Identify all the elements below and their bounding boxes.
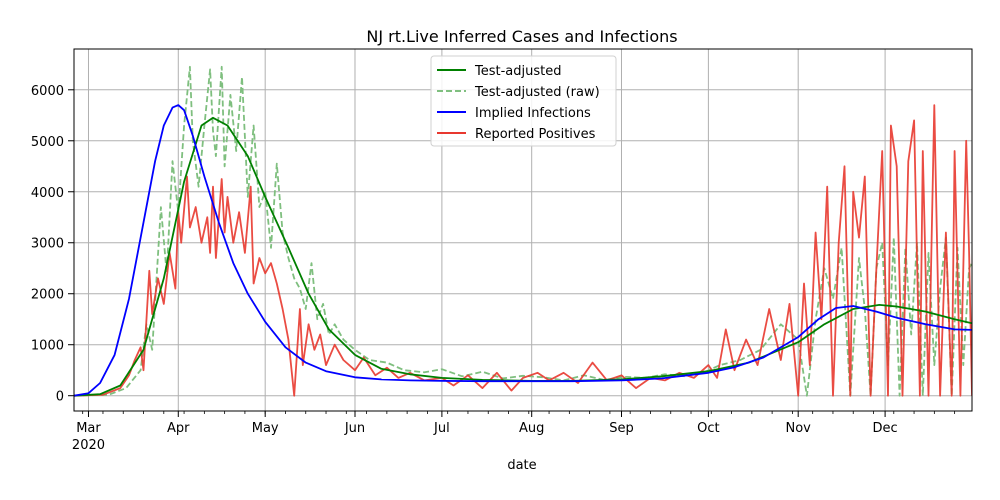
y-tick-label: 6000 — [31, 84, 64, 99]
legend-label: Implied Infections — [475, 106, 591, 121]
series-line-test-adjusted — [74, 116, 972, 397]
legend-label: Reported Positives — [475, 127, 596, 142]
x-tick-label: Dec — [873, 421, 898, 436]
x-axis-label: date — [507, 458, 536, 473]
x-tick-sublabel: 2020 — [72, 438, 105, 453]
legend-label: Test-adjusted — [474, 64, 561, 79]
y-tick-label: 1000 — [31, 339, 64, 354]
legend-label: Test-adjusted (raw) — [474, 85, 600, 100]
plot-frame — [73, 48, 973, 412]
plot-area — [74, 65, 972, 397]
y-tick-label: 5000 — [31, 135, 64, 150]
legend-box — [430, 55, 617, 147]
y-tick-label: 0 — [56, 390, 64, 405]
chart-title: NJ rt.Live Inferred Cases and Infections — [366, 27, 677, 46]
y-axis: 0 1000 2000 3000 4000 5000 6000 — [31, 84, 74, 405]
series-line-implied-infections — [74, 104, 972, 397]
legend: Test-adjusted Test-adjusted (raw) Implied … — [430, 55, 617, 147]
x-tick-label: May — [252, 421, 279, 436]
y-tick-label: 2000 — [31, 288, 64, 303]
y-tick-label: 4000 — [31, 186, 64, 201]
x-tick-label: Jun — [344, 421, 365, 436]
x-tick-label: Oct — [697, 421, 719, 436]
series-line-reported-positives — [74, 104, 972, 397]
x-tick-label: Mar — [76, 421, 101, 436]
x-tick-label: Aug — [519, 421, 544, 436]
x-tick-label: Jul — [433, 421, 450, 436]
x-tick-label: Sep — [609, 421, 634, 436]
x-tick-label: Apr — [167, 421, 190, 436]
y-tick-label: 3000 — [31, 237, 64, 252]
x-tick-label: Nov — [786, 421, 812, 436]
x-axis: Mar 2020 Apr May Jun Jul Aug Sep Oct Nov Dec — [72, 411, 956, 453]
